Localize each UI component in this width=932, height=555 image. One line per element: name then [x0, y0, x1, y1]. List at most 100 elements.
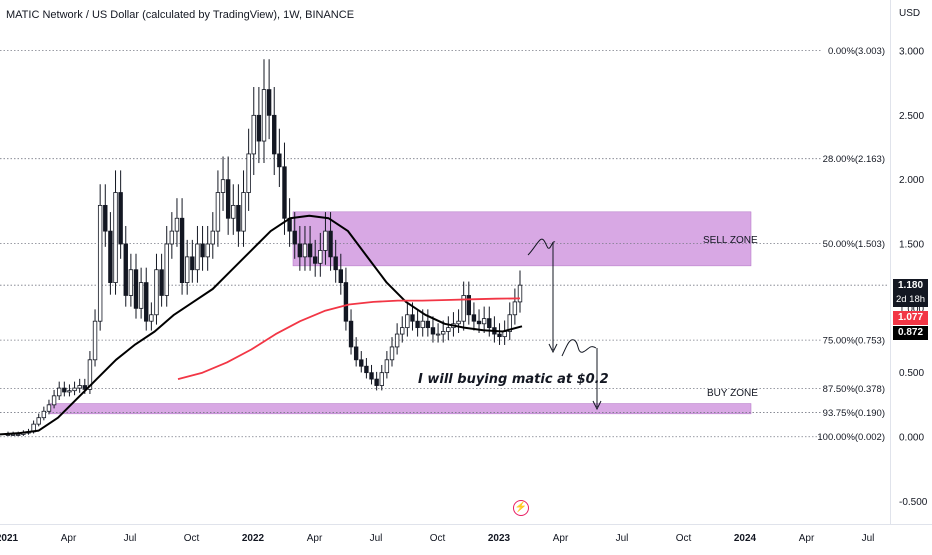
- candle-body: [297, 243, 303, 258]
- candle-body: [164, 243, 169, 296]
- time-scale-divider: [0, 524, 932, 525]
- candle-body: [138, 282, 144, 309]
- candle-body: [215, 192, 221, 232]
- candle-body: [113, 192, 118, 283]
- candle-body: [184, 256, 190, 283]
- time-tick-label: 2022: [242, 533, 265, 544]
- candle-body: [67, 390, 72, 393]
- candle-body: [318, 250, 323, 264]
- trade-annotation[interactable]: I will buying matic at $0.2: [418, 372, 609, 387]
- candle-body: [312, 256, 318, 264]
- candle-body: [307, 243, 313, 258]
- last-price-badge: 1.180: [893, 279, 928, 293]
- price-tick-label: 1.500: [899, 239, 924, 250]
- time-tick-label: Apr: [553, 533, 569, 544]
- candle-body: [77, 385, 82, 389]
- projection-path-mid: [561, 339, 597, 357]
- time-tick-label: Oct: [430, 533, 446, 544]
- time-tick-label: Jul: [124, 533, 137, 544]
- candle-body: [266, 89, 272, 116]
- candle-body: [82, 385, 87, 390]
- down-arrow-2-head: [592, 400, 602, 411]
- ma-black-value-badge: 0.872: [893, 326, 928, 340]
- candle-body: [62, 387, 67, 393]
- candle-body: [128, 269, 134, 296]
- candle-body: [456, 320, 461, 325]
- candle-body: [476, 320, 482, 325]
- ma-red-line: [177, 297, 521, 380]
- candle-body: [481, 318, 487, 325]
- time-tick-label: 2024: [734, 533, 757, 544]
- candle-body: [174, 217, 180, 232]
- candle-body: [415, 320, 420, 329]
- candle-body: [57, 387, 62, 397]
- candle-body: [389, 346, 395, 361]
- fib-label: 75.00%(0.753): [823, 336, 885, 347]
- candle-body: [231, 204, 236, 219]
- price-tick-label: 2.500: [899, 111, 924, 122]
- candle-body: [87, 359, 93, 390]
- candle-body: [369, 372, 374, 380]
- sell-zone-rect[interactable]: [292, 211, 752, 267]
- candle-body: [200, 243, 205, 258]
- candle-body: [353, 346, 359, 361]
- candle-body: [420, 320, 425, 329]
- fib-label: 28.00%(2.163): [823, 154, 885, 165]
- time-tick-label: Apr: [799, 533, 815, 544]
- candle-body: [394, 333, 400, 348]
- time-tick-label: Jul: [370, 533, 383, 544]
- price-axis: 3.000 2.500 2.000 1.500 1.000 0.500 0.000 -0.50…: [899, 46, 928, 507]
- candle-body: [323, 230, 328, 251]
- candle-body: [149, 314, 154, 322]
- down-arrow-1-head: [548, 343, 558, 354]
- ma-black-line: [0, 214, 523, 436]
- candle-body: [159, 269, 164, 296]
- candle-body: [190, 256, 195, 271]
- time-tick-label: Apr: [307, 533, 323, 544]
- price-tick-label: -0.500: [899, 497, 928, 508]
- price-tick-label: 0.500: [899, 368, 924, 379]
- candle-body: [471, 314, 477, 322]
- candle-body: [384, 359, 390, 374]
- fib-label: 100.00%(0.002): [817, 432, 885, 443]
- candle-body: [236, 204, 241, 232]
- candle-body: [133, 269, 139, 309]
- fib-label: 93.75%(0.190): [823, 408, 885, 419]
- candle-body: [144, 282, 149, 322]
- candle-body: [241, 192, 246, 232]
- candle-body: [103, 204, 108, 232]
- drawing-arrows-layer: [527, 238, 602, 411]
- candle-body: [497, 333, 502, 338]
- candle-body: [364, 365, 369, 374]
- candle-body: [205, 243, 210, 258]
- projection-path-top: [527, 238, 556, 256]
- candle-body: [16, 434, 21, 436]
- candle-body: [410, 314, 415, 322]
- candle-body: [435, 333, 441, 336]
- bar-countdown-badge: 2d 18h: [893, 293, 928, 307]
- candle-body: [251, 114, 256, 155]
- fib-label: 50.00%(1.503): [823, 239, 885, 250]
- candle-body: [466, 295, 471, 316]
- candle-body: [379, 372, 384, 386]
- candle-body: [246, 153, 251, 193]
- candle-body: [210, 230, 215, 245]
- time-tick-label: Oct: [184, 533, 200, 544]
- price-tick-label: 0.000: [899, 433, 924, 444]
- currency-label[interactable]: USD: [899, 8, 921, 19]
- lightning-icon[interactable]: ⚡: [513, 500, 529, 516]
- candle-body: [461, 295, 466, 322]
- candle-body: [277, 153, 282, 168]
- time-tick-label: Jul: [616, 533, 629, 544]
- moving-averages-layer: [0, 214, 523, 436]
- candle-body: [374, 378, 379, 386]
- candle-body: [41, 410, 47, 419]
- candle-body: [328, 230, 333, 258]
- candle-body: [440, 331, 446, 335]
- candle-body: [195, 243, 200, 271]
- time-tick-label: Oct: [676, 533, 692, 544]
- candle-body: [123, 243, 128, 296]
- candle-body: [118, 192, 123, 245]
